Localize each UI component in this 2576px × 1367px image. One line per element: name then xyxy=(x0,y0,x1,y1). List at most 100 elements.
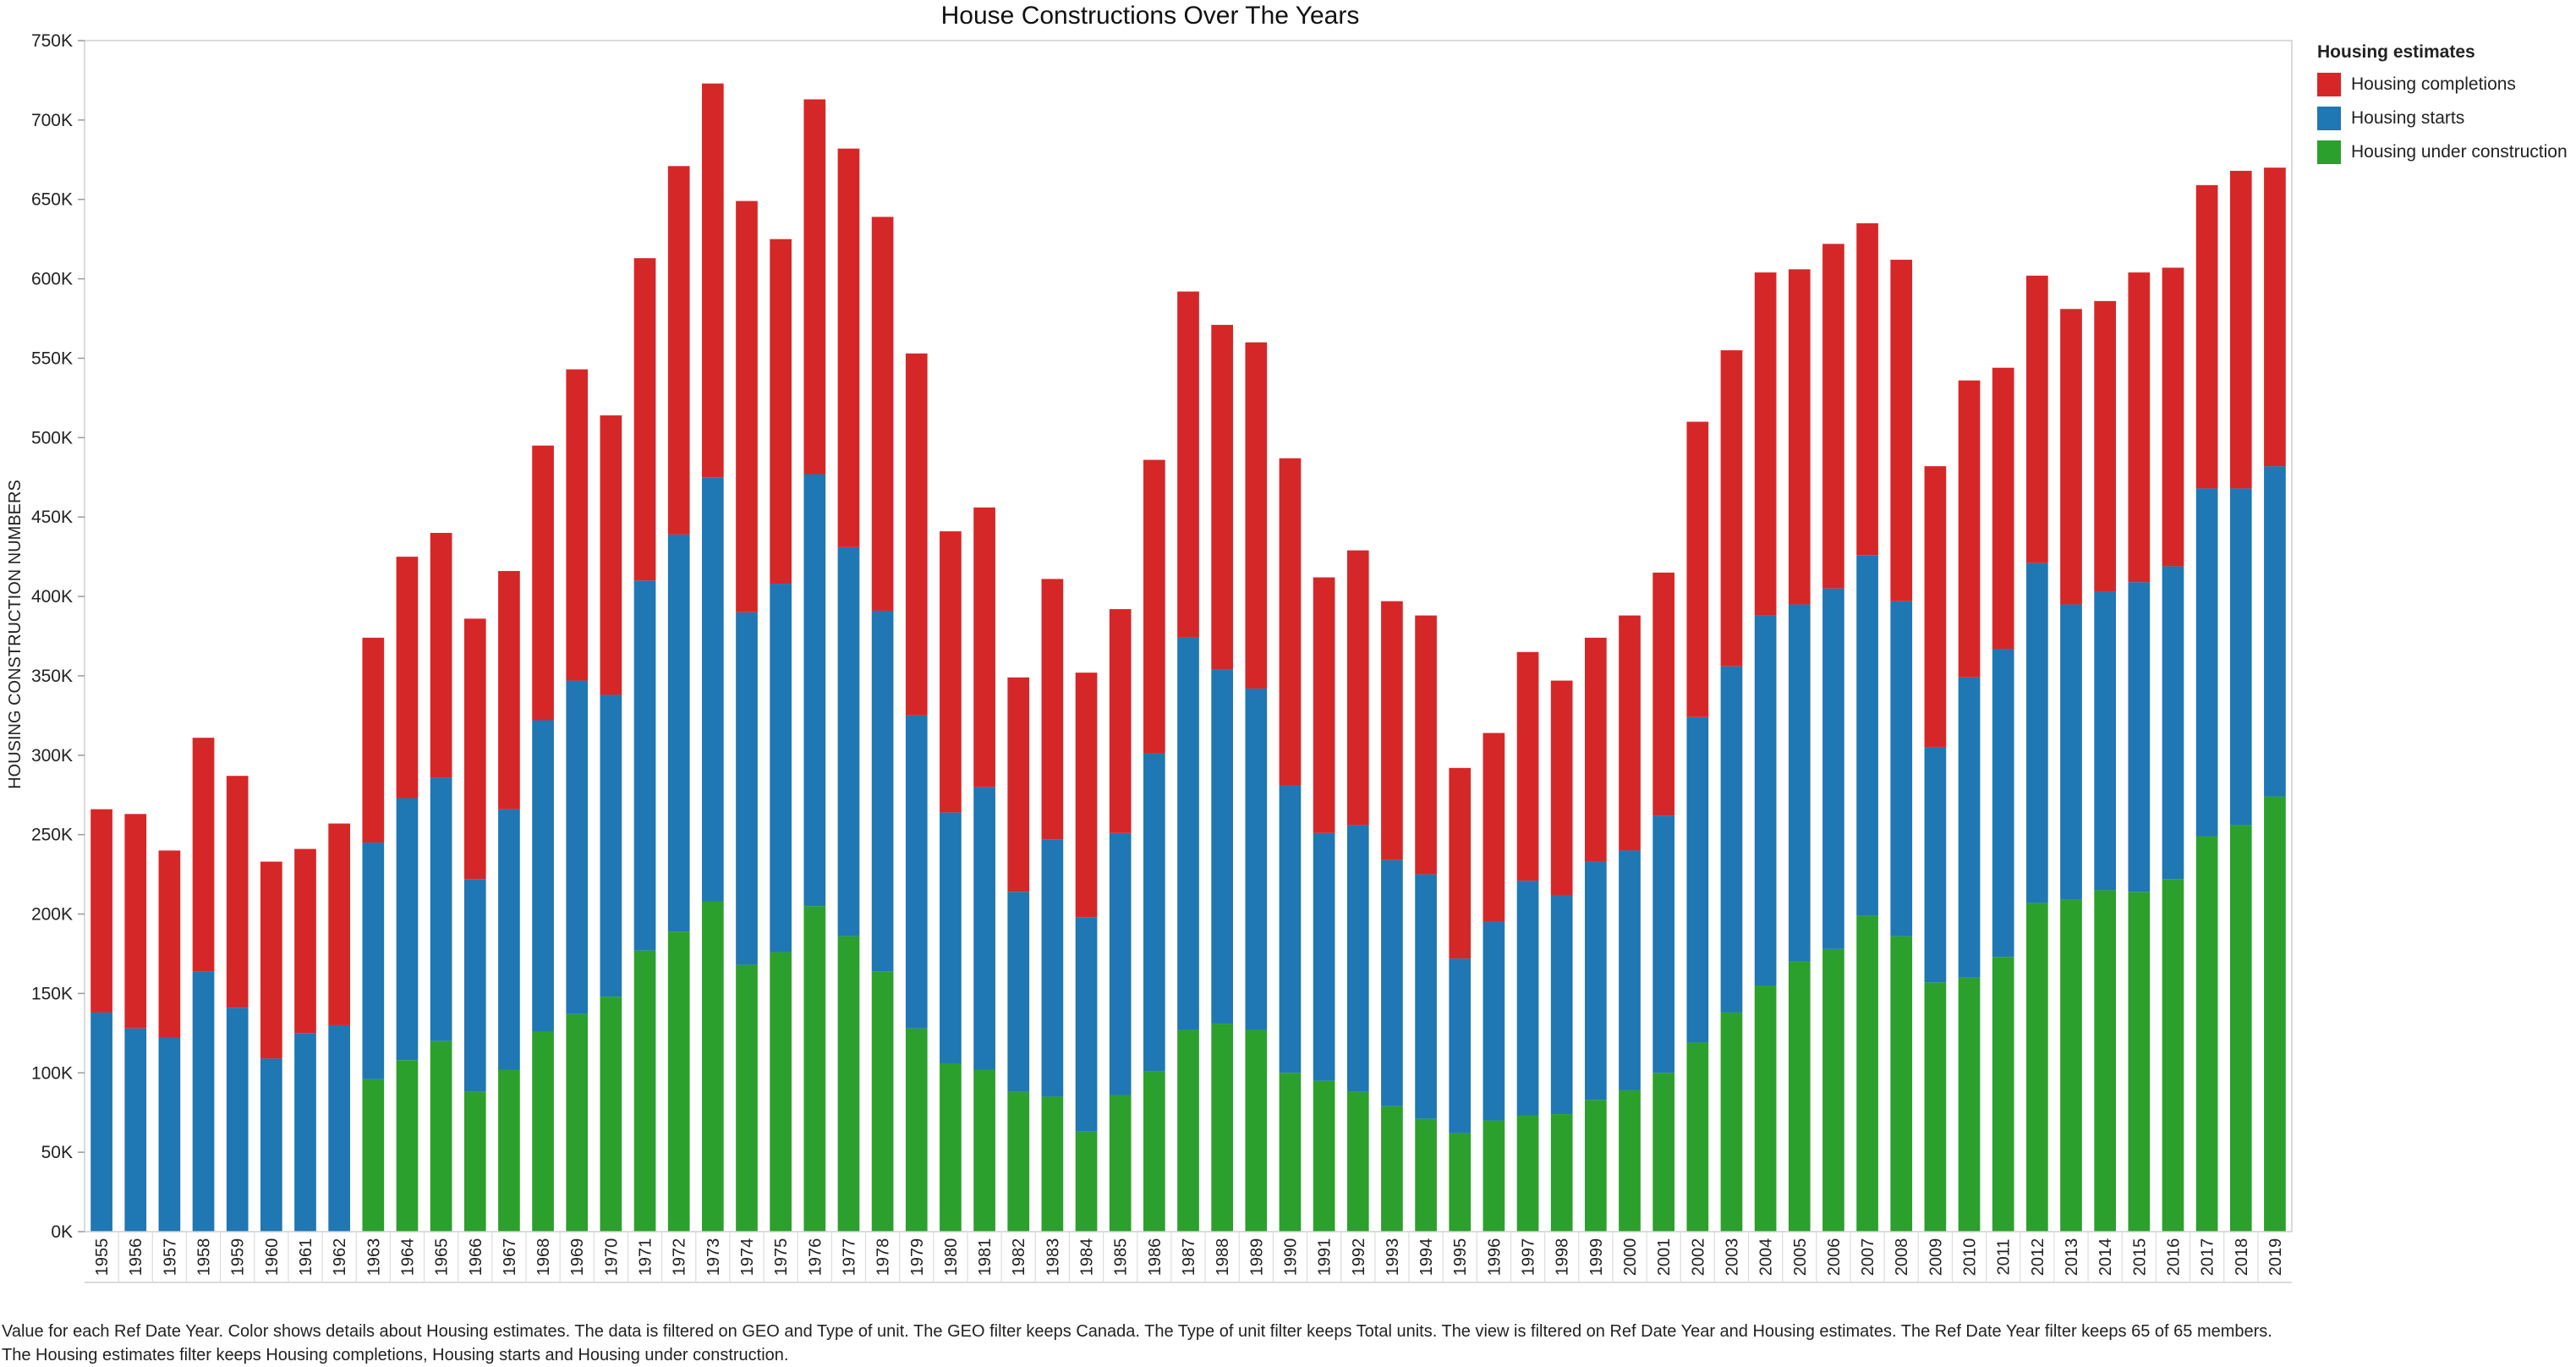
bar-segment-1960-housing-completions[interactable] xyxy=(260,861,282,1059)
bar-segment-1995-housing-starts[interactable] xyxy=(1449,958,1472,1134)
bar-segment-2012-housing-completions[interactable] xyxy=(2025,275,2048,563)
bar-segment-1981-housing-completions[interactable] xyxy=(973,507,995,788)
bar-segment-1987-housing-starts[interactable] xyxy=(1177,637,1199,1030)
bar-segment-1978-housing-completions[interactable] xyxy=(871,217,894,611)
bar-segment-2017-housing-under-construction[interactable] xyxy=(2195,836,2218,1232)
bar-segment-1960-housing-starts[interactable] xyxy=(260,1058,282,1232)
bar-segment-2004-housing-completions[interactable] xyxy=(1754,272,1777,616)
bar-segment-1972-housing-completions[interactable] xyxy=(667,166,690,535)
bar-segment-2000-housing-under-construction[interactable] xyxy=(1619,1090,1641,1232)
bar-segment-1984-housing-completions[interactable] xyxy=(1075,673,1098,918)
bar-segment-2014-housing-starts[interactable] xyxy=(2094,591,2117,891)
bar-segment-1964-housing-under-construction[interactable] xyxy=(396,1060,419,1232)
bar-segment-1973-housing-starts[interactable] xyxy=(701,477,724,902)
bar-segment-1993-housing-starts[interactable] xyxy=(1381,859,1403,1106)
bar-segment-1966-housing-starts[interactable] xyxy=(463,879,486,1092)
bar-segment-1980-housing-starts[interactable] xyxy=(940,812,962,1064)
bar-segment-2008-housing-completions[interactable] xyxy=(1890,260,1913,601)
bar-segment-2003-housing-under-construction[interactable] xyxy=(1720,1012,1743,1232)
bar-segment-1978-housing-starts[interactable] xyxy=(871,610,894,972)
bar-segment-1982-housing-under-construction[interactable] xyxy=(1007,1091,1030,1232)
bar-segment-1984-housing-under-construction[interactable] xyxy=(1075,1131,1098,1232)
bar-segment-2009-housing-starts[interactable] xyxy=(1924,747,1947,983)
bar-segment-1967-housing-completions[interactable] xyxy=(498,571,520,810)
bar-segment-1972-housing-starts[interactable] xyxy=(667,534,690,932)
bar-segment-1988-housing-completions[interactable] xyxy=(1211,325,1234,670)
bar-segment-1986-housing-under-construction[interactable] xyxy=(1143,1071,1165,1232)
bar-segment-2007-housing-under-construction[interactable] xyxy=(1856,915,1878,1232)
bar-segment-1973-housing-under-construction[interactable] xyxy=(701,901,724,1232)
bar-segment-1983-housing-completions[interactable] xyxy=(1041,579,1064,840)
bar-segment-1995-housing-completions[interactable] xyxy=(1449,767,1472,959)
bar-segment-1988-housing-starts[interactable] xyxy=(1211,669,1234,1024)
bar-segment-1975-housing-under-construction[interactable] xyxy=(770,952,792,1232)
bar-segment-1970-housing-completions[interactable] xyxy=(600,415,622,695)
bar-segment-1955-housing-completions[interactable] xyxy=(90,809,112,1013)
bar-segment-2008-housing-under-construction[interactable] xyxy=(1890,936,1913,1232)
bar-segment-1961-housing-completions[interactable] xyxy=(294,848,316,1034)
bar-segment-1992-housing-under-construction[interactable] xyxy=(1346,1091,1369,1232)
bar-segment-2007-housing-completions[interactable] xyxy=(1856,222,1878,556)
bar-segment-1965-housing-completions[interactable] xyxy=(430,532,452,778)
bar-segment-1979-housing-completions[interactable] xyxy=(905,353,928,716)
bar-segment-2015-housing-under-construction[interactable] xyxy=(2128,892,2151,1232)
bar-segment-1968-housing-starts[interactable] xyxy=(532,720,554,1032)
bar-segment-2015-housing-completions[interactable] xyxy=(2128,272,2151,583)
bar-segment-2003-housing-completions[interactable] xyxy=(1720,350,1743,667)
bar-segment-1974-housing-completions[interactable] xyxy=(736,200,758,612)
bar-segment-2016-housing-under-construction[interactable] xyxy=(2162,879,2184,1232)
bar-segment-1970-housing-starts[interactable] xyxy=(600,694,622,997)
bar-segment-1989-housing-under-construction[interactable] xyxy=(1245,1029,1268,1232)
bar-segment-1976-housing-under-construction[interactable] xyxy=(803,906,826,1232)
bar-segment-1991-housing-completions[interactable] xyxy=(1313,577,1335,833)
bar-segment-1993-housing-under-construction[interactable] xyxy=(1381,1106,1403,1232)
bar-segment-1956-housing-starts[interactable] xyxy=(124,1028,147,1232)
bar-segment-1969-housing-completions[interactable] xyxy=(566,369,589,681)
bar-segment-1985-housing-under-construction[interactable] xyxy=(1109,1095,1132,1232)
bar-segment-2011-housing-completions[interactable] xyxy=(1992,367,2014,650)
bar-segment-2018-housing-starts[interactable] xyxy=(2229,488,2252,826)
bar-segment-1992-housing-starts[interactable] xyxy=(1346,825,1369,1092)
bar-segment-1990-housing-under-construction[interactable] xyxy=(1279,1073,1302,1232)
bar-segment-1971-housing-completions[interactable] xyxy=(633,258,656,581)
bar-segment-2011-housing-starts[interactable] xyxy=(1992,649,2014,958)
bar-segment-2014-housing-under-construction[interactable] xyxy=(2094,890,2117,1232)
bar-segment-1972-housing-under-construction[interactable] xyxy=(667,931,690,1232)
bar-segment-1979-housing-starts[interactable] xyxy=(905,715,928,1029)
bar-segment-2009-housing-completions[interactable] xyxy=(1924,466,1947,748)
bar-segment-1963-housing-completions[interactable] xyxy=(362,637,385,843)
bar-segment-2013-housing-completions[interactable] xyxy=(2060,309,2082,605)
bar-segment-1997-housing-under-construction[interactable] xyxy=(1516,1115,1539,1232)
bar-segment-2010-housing-starts[interactable] xyxy=(1958,677,1981,978)
bar-segment-2005-housing-under-construction[interactable] xyxy=(1788,961,1811,1232)
bar-segment-1973-housing-completions[interactable] xyxy=(701,83,724,478)
bar-segment-2014-housing-completions[interactable] xyxy=(2094,300,2117,592)
bar-segment-1980-housing-completions[interactable] xyxy=(940,531,962,813)
bar-segment-1993-housing-completions[interactable] xyxy=(1381,601,1403,860)
bar-segment-1999-housing-completions[interactable] xyxy=(1584,637,1607,862)
bar-segment-1959-housing-completions[interactable] xyxy=(226,776,249,1008)
bar-segment-1974-housing-starts[interactable] xyxy=(736,612,758,965)
bar-segment-2019-housing-completions[interactable] xyxy=(2264,167,2286,467)
bar-segment-1969-housing-under-construction[interactable] xyxy=(566,1013,589,1232)
bar-segment-2001-housing-starts[interactable] xyxy=(1652,815,1675,1073)
bar-segment-2003-housing-starts[interactable] xyxy=(1720,666,1743,1013)
bar-segment-1971-housing-starts[interactable] xyxy=(633,580,656,951)
bar-segment-1996-housing-completions[interactable] xyxy=(1483,733,1505,922)
bar-segment-1984-housing-starts[interactable] xyxy=(1075,917,1098,1132)
legend-item-completions[interactable]: Housing completions xyxy=(2317,68,2568,102)
bar-segment-1976-housing-starts[interactable] xyxy=(803,474,826,907)
bar-segment-1999-housing-under-construction[interactable] xyxy=(1584,1100,1607,1232)
bar-segment-1994-housing-under-construction[interactable] xyxy=(1415,1118,1437,1232)
bar-segment-1998-housing-starts[interactable] xyxy=(1550,895,1573,1115)
legend-item-starts[interactable]: Housing starts xyxy=(2317,102,2568,135)
bar-segment-1990-housing-completions[interactable] xyxy=(1279,458,1302,786)
bar-segment-2011-housing-under-construction[interactable] xyxy=(1992,957,2014,1232)
bar-segment-1981-housing-under-construction[interactable] xyxy=(973,1069,995,1232)
bar-segment-1983-housing-starts[interactable] xyxy=(1041,839,1064,1097)
bar-segment-1965-housing-starts[interactable] xyxy=(430,777,452,1041)
bar-segment-1998-housing-under-construction[interactable] xyxy=(1550,1114,1573,1232)
bar-segment-1978-housing-under-construction[interactable] xyxy=(871,971,894,1232)
bar-segment-2008-housing-starts[interactable] xyxy=(1890,601,1913,936)
bar-segment-2019-housing-starts[interactable] xyxy=(2264,466,2286,797)
